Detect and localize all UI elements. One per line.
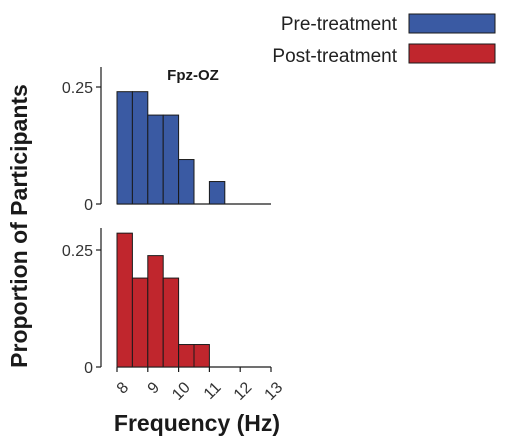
y-tick-label: 0 [84, 360, 93, 377]
panel-pre-treatment: 00.25 [62, 67, 271, 214]
y-tick-label: 0.25 [62, 243, 93, 260]
panel-title: Fpz-OZ [167, 67, 219, 84]
bar-post-treatment [193, 344, 210, 368]
bar-pre-treatment [116, 91, 133, 205]
bar-pre-treatment [178, 159, 195, 205]
bar-pre-treatment [162, 114, 180, 205]
x-axis-label: Frequency (Hz) [114, 410, 280, 436]
legend: Pre-treatment Post-treatment [272, 13, 496, 67]
legend-label-pre-treatment: Pre-treatment [281, 14, 398, 35]
panel-post-treatment: 00.25 [62, 228, 271, 377]
y-tick-label: 0 [84, 197, 93, 214]
bar-post-treatment [116, 232, 133, 368]
legend-swatch-pre-treatment [408, 13, 496, 34]
legend-entry-pre-treatment: Pre-treatment [281, 13, 496, 35]
y-tick-label: 0.25 [62, 80, 93, 97]
legend-label-post-treatment: Post-treatment [272, 46, 397, 67]
bar-pre-treatment [131, 91, 149, 205]
x-tick-label: 8 [114, 379, 132, 397]
legend-entry-post-treatment: Post-treatment [272, 43, 496, 67]
x-tick-label: 9 [145, 379, 163, 397]
x-tick-label: 10 [169, 379, 194, 404]
bar-post-treatment [147, 255, 164, 368]
x-tick-label: 12 [231, 379, 256, 404]
bar-post-treatment [131, 277, 149, 368]
x-axis-ticks: 8 9 10 11 12 13 [114, 367, 286, 404]
x-tick-label: 11 [201, 379, 225, 403]
x-tick-label: 13 [262, 379, 287, 404]
bar-post-treatment [178, 344, 195, 368]
bar-pre-treatment [147, 114, 164, 205]
bar-post-treatment [162, 277, 180, 368]
y-axis-label: Proportion of Participants [6, 84, 32, 368]
bar-pre-treatment [208, 181, 226, 205]
legend-swatch-post-treatment [408, 43, 496, 64]
